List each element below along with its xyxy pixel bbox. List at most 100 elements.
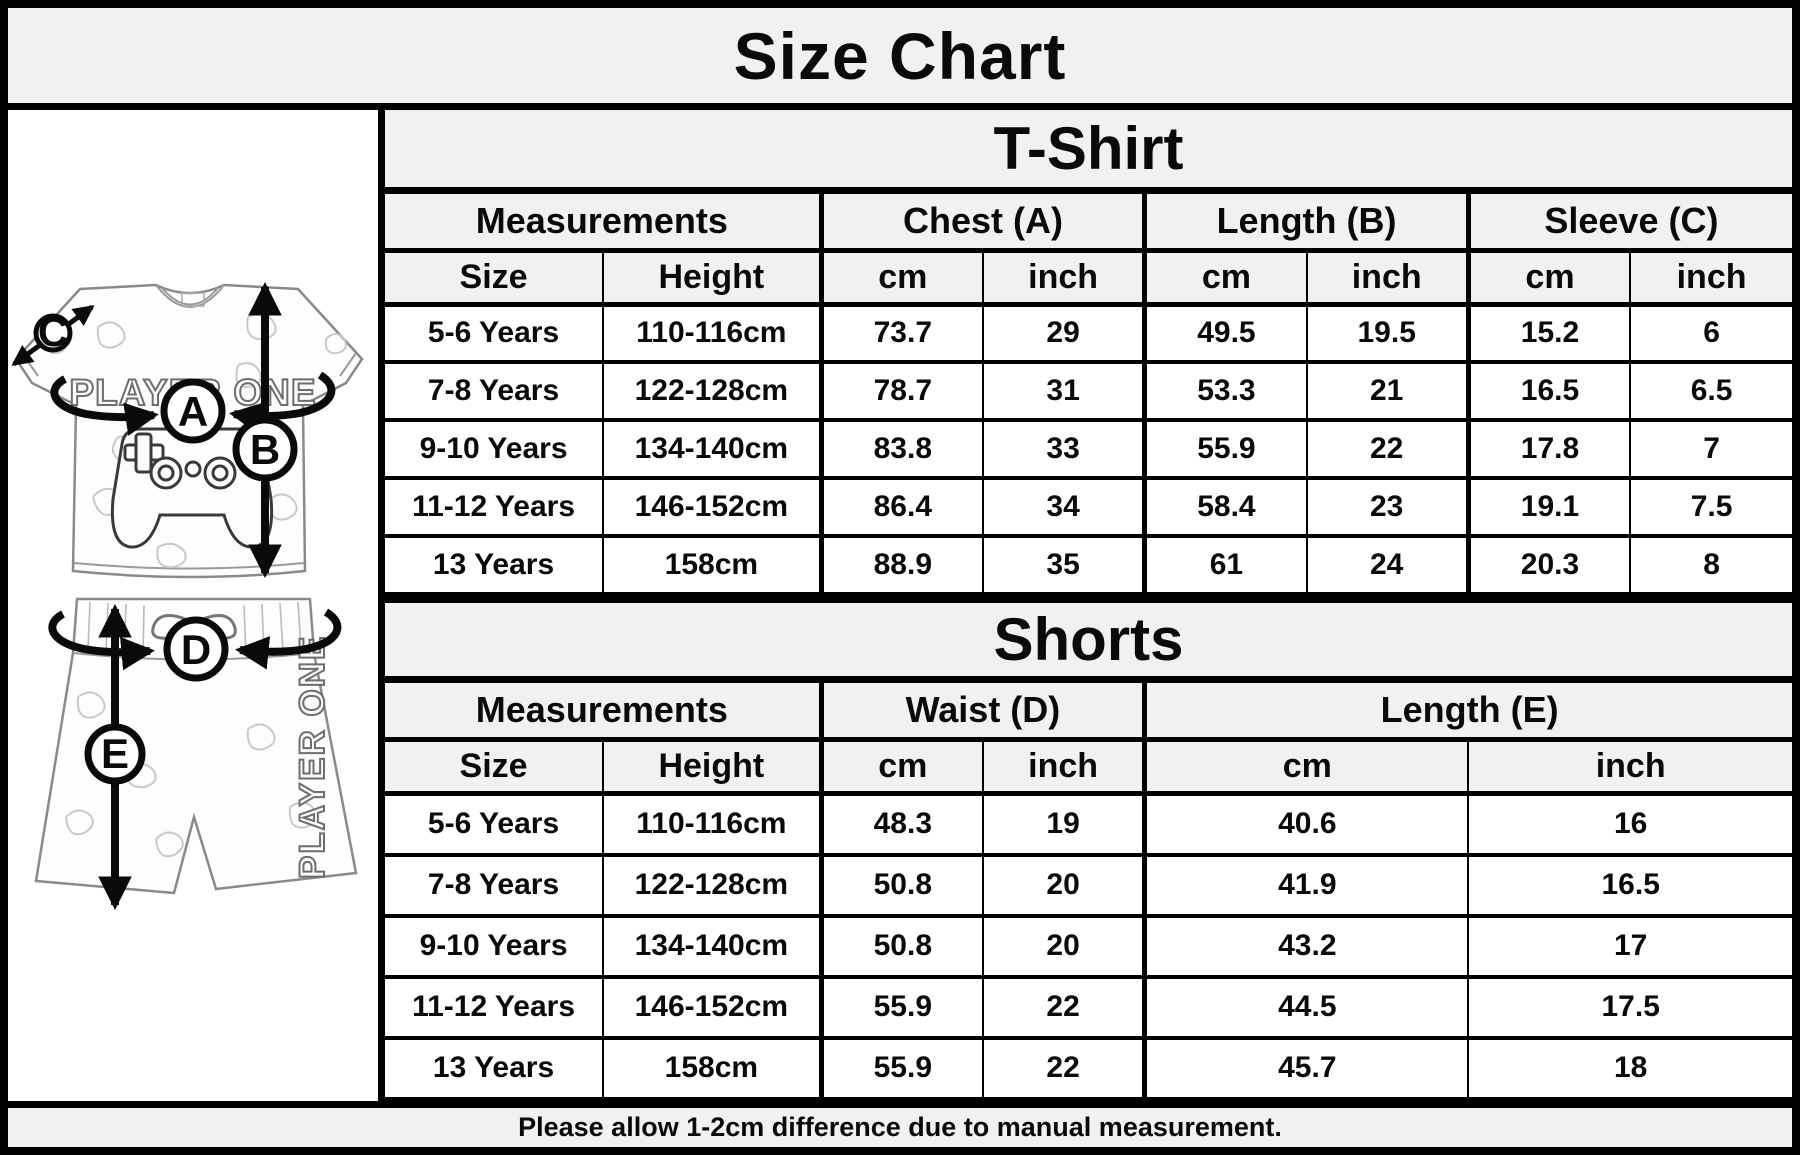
- table-cell: 9-10 Years: [385, 418, 605, 480]
- table-cell: 146-152cm: [602, 476, 823, 538]
- column-header: Length (B): [1142, 189, 1470, 253]
- table-cell: 55.9: [818, 974, 984, 1040]
- tshirt-section: T-Shirt Measurements Chest (A) Length (B…: [385, 110, 1792, 596]
- column-header: inch: [1467, 738, 1792, 796]
- table-row: 7-8 Years 122-128cm 78.7 31 53.3 21 16.5…: [385, 360, 1792, 422]
- table-cell: 18: [1467, 1035, 1792, 1102]
- table-cell: 29: [981, 302, 1146, 364]
- column-header: cm: [1142, 738, 1470, 796]
- column-header: Chest (A): [818, 189, 1146, 253]
- table-cell: 83.8: [818, 418, 984, 480]
- table-cell: 134-140cm: [602, 913, 823, 979]
- table-cell: 86.4: [818, 476, 984, 538]
- table-row: 11-12 Years 146-152cm 86.4 34 58.4 23 19…: [385, 476, 1792, 538]
- table-cell: 7.5: [1629, 476, 1792, 538]
- length-label: B: [250, 426, 280, 473]
- column-header: inch: [981, 249, 1146, 307]
- waist-label: D: [181, 626, 211, 673]
- table-cell: 23: [1305, 476, 1470, 538]
- garment-sketch: PLAYER ONE: [11, 281, 364, 911]
- table-cell: 33: [981, 418, 1146, 480]
- table-cell: 50.8: [818, 913, 984, 979]
- chart-body: PLAYER ONE: [8, 110, 1792, 1102]
- column-header: Measurements: [385, 678, 823, 742]
- table-cell: 6.5: [1629, 360, 1792, 422]
- table-row: 7-8 Years 122-128cm 50.8 20 41.9 16.5: [385, 852, 1792, 918]
- table-cell: 20.3: [1465, 534, 1632, 596]
- table-cell: 22: [981, 1035, 1146, 1102]
- table-cell: 31: [981, 360, 1146, 422]
- column-header: Length (E): [1142, 678, 1792, 742]
- tshirt-section-title: T-Shirt: [385, 110, 1792, 194]
- shorts-table: Shorts Measurements Waist (D) Length (E)…: [385, 596, 1792, 1102]
- table-cell: 78.7: [818, 360, 984, 422]
- table-cell: 44.5: [1142, 974, 1470, 1040]
- column-header: inch: [1629, 249, 1792, 307]
- table-cell: 58.4: [1142, 476, 1308, 538]
- table-row: 9-10 Years 134-140cm 50.8 20 43.2 17: [385, 913, 1792, 979]
- footer-note: Please allow 1-2cm difference due to man…: [8, 1101, 1792, 1147]
- table-cell: 7-8 Years: [385, 360, 605, 422]
- table-cell: 5-6 Years: [385, 302, 605, 364]
- column-header: Height: [602, 738, 823, 796]
- column-header: cm: [1465, 249, 1632, 307]
- table-cell: 40.6: [1142, 791, 1470, 857]
- column-header: Waist (D): [818, 678, 1146, 742]
- table-cell: 110-116cm: [602, 791, 823, 857]
- table-cell: 49.5: [1142, 302, 1308, 364]
- table-cell: 134-140cm: [602, 418, 823, 480]
- table-cell: 13 Years: [385, 534, 605, 596]
- column-header: Size: [385, 249, 605, 307]
- column-header: Sleeve (C): [1465, 189, 1792, 253]
- table-cell: 34: [981, 476, 1146, 538]
- table-cell: 35: [981, 534, 1146, 596]
- table-cell: 11-12 Years: [385, 476, 605, 538]
- shorts-print-text: PLAYER ONE: [293, 635, 332, 879]
- table-row: Size Height cm inch cm inch cm inch: [385, 249, 1792, 307]
- table-row: T-Shirt: [385, 110, 1792, 194]
- table-cell: 61: [1142, 534, 1308, 596]
- table-cell: 48.3: [818, 791, 984, 857]
- table-cell: 50.8: [818, 852, 984, 918]
- table-row: 13 Years 158cm 55.9 22 45.7 18: [385, 1035, 1792, 1102]
- table-cell: 17.5: [1467, 974, 1792, 1040]
- table-cell: 158cm: [602, 534, 823, 596]
- table-cell: 19.1: [1465, 476, 1632, 538]
- table-cell: 6: [1629, 302, 1792, 364]
- page-title: Size Chart: [8, 8, 1792, 110]
- table-cell: 21: [1305, 360, 1470, 422]
- table-cell: 146-152cm: [602, 974, 823, 1040]
- game-controller-print: [110, 427, 274, 549]
- column-header: Height: [602, 249, 823, 307]
- table-cell: 16.5: [1465, 360, 1632, 422]
- garment-illustration: PLAYER ONE: [8, 110, 378, 1101]
- table-cell: 22: [1305, 418, 1470, 480]
- table-cell: 7-8 Years: [385, 852, 605, 918]
- sleeve-label: C: [38, 308, 68, 355]
- column-header: Size: [385, 738, 605, 796]
- table-cell: 5-6 Years: [385, 791, 605, 857]
- measurement-markers: C A B E: [11, 281, 342, 911]
- table-row: 13 Years 158cm 88.9 35 61 24 20.3 8: [385, 534, 1792, 596]
- table-cell: 122-128cm: [602, 360, 823, 422]
- table-cell: 20: [981, 913, 1146, 979]
- table-cell: 9-10 Years: [385, 913, 605, 979]
- table-cell: 122-128cm: [602, 852, 823, 918]
- table-cell: 17.8: [1465, 418, 1632, 480]
- table-row: 5-6 Years 110-116cm 73.7 29 49.5 19.5 15…: [385, 302, 1792, 364]
- table-cell: 22: [981, 974, 1146, 1040]
- column-header: cm: [818, 738, 984, 796]
- table-cell: 19: [981, 791, 1146, 857]
- column-header: cm: [818, 249, 984, 307]
- table-cell: 15.2: [1465, 302, 1632, 364]
- table-cell: 43.2: [1142, 913, 1470, 979]
- table-cell: 41.9: [1142, 852, 1470, 918]
- table-cell: 45.7: [1142, 1035, 1470, 1102]
- shorts-section-title: Shorts: [385, 596, 1792, 683]
- table-cell: 16: [1467, 791, 1792, 857]
- table-cell: 73.7: [818, 302, 984, 364]
- table-cell: 158cm: [602, 1035, 823, 1102]
- table-row: 11-12 Years 146-152cm 55.9 22 44.5 17.5: [385, 974, 1792, 1040]
- table-cell: 17: [1467, 913, 1792, 979]
- tshirt-table: T-Shirt Measurements Chest (A) Length (B…: [385, 110, 1792, 596]
